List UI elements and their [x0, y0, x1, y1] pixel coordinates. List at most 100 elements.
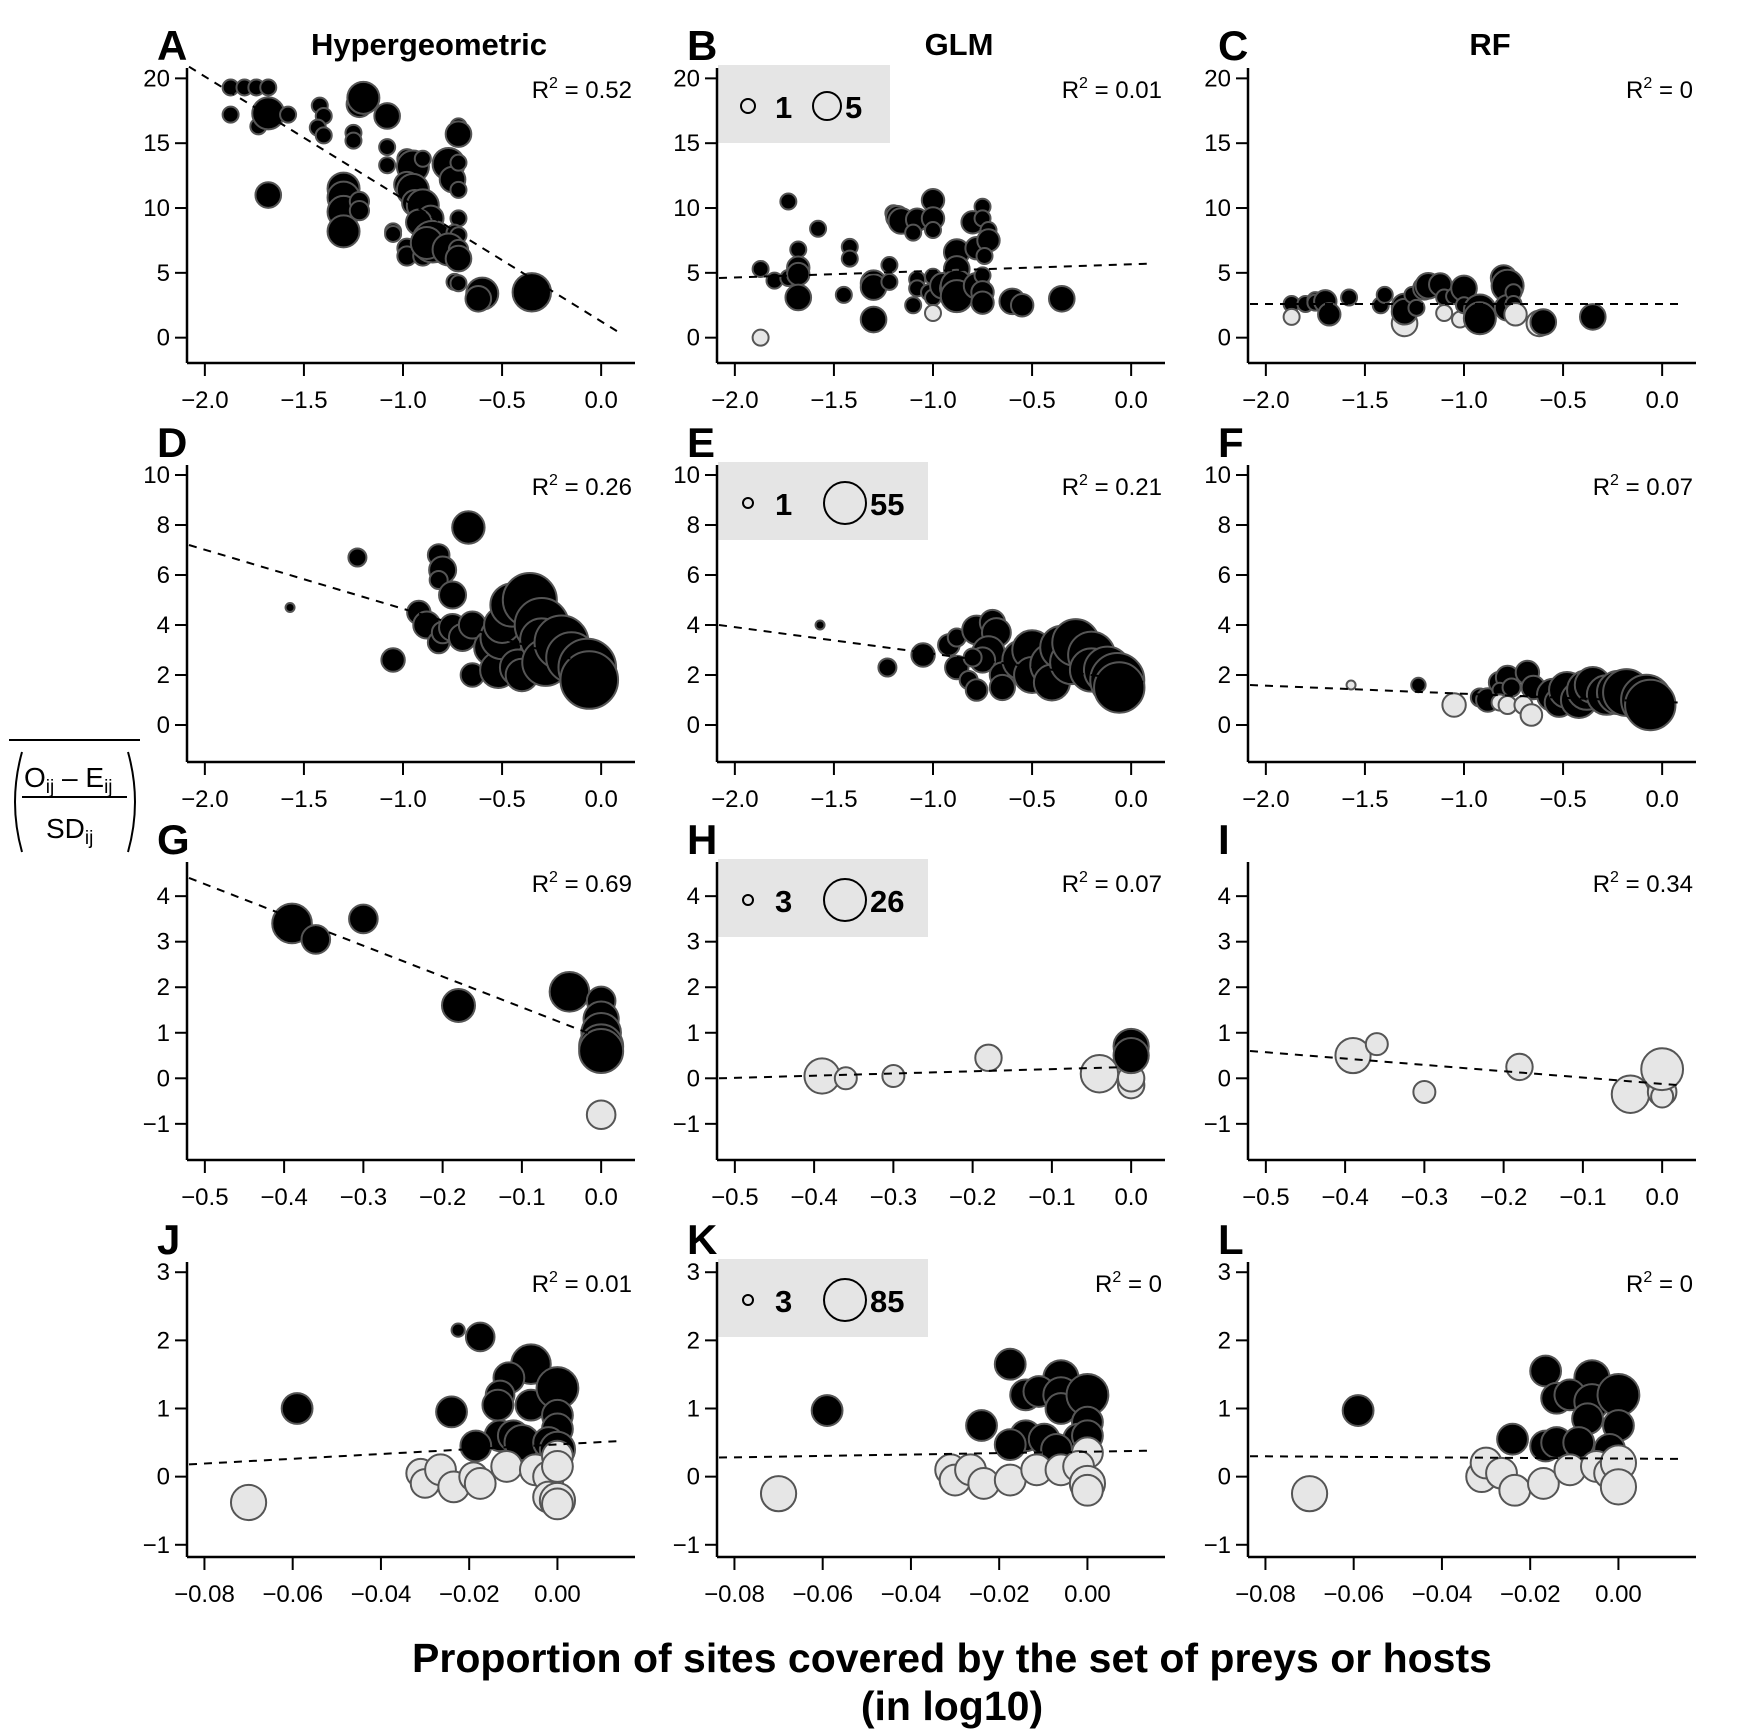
r-squared-label: R2 = 0.34 — [1593, 869, 1693, 898]
r2-prefix: R — [1626, 77, 1643, 104]
data-point-open — [1282, 307, 1301, 326]
r-squared-label: R2 = 0 — [1095, 1269, 1162, 1298]
x-tick-label: −0.3 — [1401, 1184, 1448, 1211]
y-tick-label: 3 — [687, 929, 700, 956]
y-axis-label: Oij – Eij SDij — [9, 739, 140, 853]
y-tick-label: 0 — [1218, 1464, 1231, 1491]
data-point-filled — [962, 647, 983, 668]
size-legend: 1 55 — [718, 462, 928, 540]
data-point-filled — [449, 274, 468, 293]
panel-letter: C — [1218, 22, 1248, 69]
legend-small-label: 1 — [775, 487, 792, 522]
regression-line — [188, 877, 594, 1036]
points-group — [759, 1347, 1110, 1513]
x-tick-label: 0.00 — [1595, 1581, 1642, 1608]
y-tick-label: 2 — [1218, 662, 1231, 689]
y-tick-label: 6 — [157, 562, 170, 589]
y-tick-label: 3 — [1218, 1259, 1231, 1286]
r-squared-label: R2 = 0.07 — [1062, 869, 1162, 898]
y-tick-label: 0 — [687, 1464, 700, 1491]
data-point-open — [541, 1487, 574, 1521]
points-group — [751, 188, 1076, 347]
y-tick-label: 1 — [157, 1396, 170, 1423]
y-tick-label: 1 — [157, 1020, 170, 1047]
x-tick-label: −0.5 — [478, 387, 525, 414]
data-point-open — [1503, 302, 1528, 327]
data-point-filled — [1496, 1422, 1529, 1456]
data-point-open — [1519, 703, 1544, 727]
y-tick-label: 6 — [687, 562, 700, 589]
y-tick-label: 2 — [687, 1327, 700, 1354]
y-tick-label: 10 — [143, 195, 170, 222]
x-tick-label: −0.02 — [1500, 1581, 1561, 1608]
x-tick-label: −1.5 — [1341, 786, 1388, 813]
x-tick-label: 0.0 — [1114, 387, 1147, 414]
x-tick-label: −1.5 — [810, 786, 857, 813]
data-point-open — [1412, 1079, 1437, 1104]
panel-letter: A — [157, 22, 187, 69]
y-tick-label: 1 — [1218, 1020, 1231, 1047]
regression-line — [188, 1440, 618, 1466]
data-point-open — [1290, 1475, 1329, 1513]
data-point-filled — [346, 80, 381, 115]
data-point-filled — [481, 1388, 515, 1422]
data-point-open — [881, 1064, 906, 1089]
legend-large-label: 85 — [870, 1284, 904, 1319]
x-tick-label: −1.0 — [1440, 786, 1487, 813]
r2-value: = 0.52 — [558, 77, 632, 104]
data-point-filled — [314, 126, 333, 145]
legend-large-circle — [812, 91, 842, 121]
data-point-filled — [384, 224, 403, 243]
r-squared-label: R2 = 0.69 — [532, 869, 632, 898]
data-point-filled — [809, 219, 828, 238]
data-point-filled — [440, 987, 476, 1023]
data-point-open — [751, 328, 770, 347]
y-tick-label: 3 — [157, 929, 170, 956]
y-tick-label: −1 — [1204, 1532, 1231, 1559]
x-tick-label: −0.2 — [1480, 1184, 1527, 1211]
data-point-filled — [459, 1429, 493, 1463]
regression-line — [1249, 1455, 1679, 1460]
data-point-filled — [451, 510, 486, 545]
y-tick-label: 0 — [157, 1065, 170, 1092]
x-tick-label: −0.02 — [439, 1581, 500, 1608]
x-tick-label: 0.0 — [1645, 1184, 1678, 1211]
data-point-filled — [1410, 676, 1427, 694]
data-point-open — [1498, 1473, 1532, 1507]
x-tick-label: −0.5 — [1539, 786, 1586, 813]
data-point-filled — [975, 246, 994, 265]
y-tick-label: 10 — [673, 195, 700, 222]
x-tick-label: −1.0 — [379, 387, 426, 414]
r2-exponent: 2 — [1643, 75, 1652, 92]
x-tick-label: −0.06 — [1323, 1581, 1384, 1608]
r-squared-label: R2 = 0.21 — [1062, 472, 1162, 501]
y-tick-label: 4 — [157, 612, 170, 639]
panel-letter: L — [1218, 1216, 1244, 1263]
r-squared-label: R2 = 0.07 — [1593, 472, 1693, 501]
data-point-filled — [1407, 298, 1426, 317]
data-point-open — [585, 1099, 617, 1131]
data-point-filled — [578, 1027, 625, 1074]
x-tick-label: −0.5 — [1008, 387, 1055, 414]
regression-line — [718, 624, 1148, 684]
y-tick-label: 2 — [157, 974, 170, 1001]
data-point-filled — [348, 200, 371, 222]
x-tick-label: 0.00 — [534, 1581, 581, 1608]
x-tick-label: −2.0 — [711, 786, 758, 813]
data-point-filled — [464, 1321, 496, 1353]
regression-line — [718, 1449, 1148, 1459]
y-tick-label: 3 — [687, 1259, 700, 1286]
y-tick-label: −1 — [673, 1532, 700, 1559]
r-squared-label: R2 = 0 — [1626, 75, 1693, 104]
x-tick-label: −0.5 — [711, 1184, 758, 1211]
x-tick-label: −1.5 — [280, 786, 327, 813]
regression-line — [1249, 1049, 1679, 1087]
regression-line — [718, 1065, 1132, 1080]
r2-prefix: R — [532, 77, 549, 104]
x-tick-label: −1.5 — [810, 387, 857, 414]
data-point-filled — [413, 149, 432, 168]
y-tick-label: 8 — [687, 512, 700, 539]
x-tick-label: −0.06 — [792, 1581, 853, 1608]
